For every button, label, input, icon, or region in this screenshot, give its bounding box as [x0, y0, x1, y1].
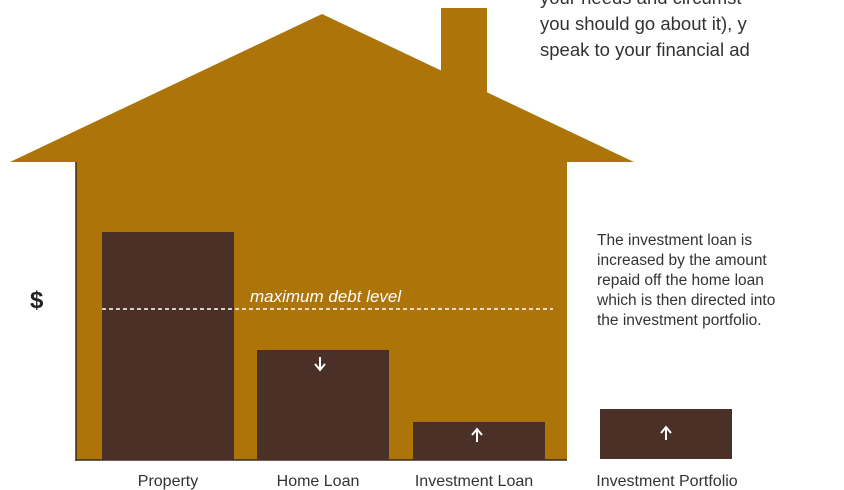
note-text: The investment loan is [597, 232, 752, 249]
bar-label: Property [138, 473, 198, 490]
bar [413, 422, 545, 460]
roof [10, 14, 634, 162]
intro-text: your needs and circumst [540, 0, 742, 8]
note-text: repaid off the home loan [597, 272, 764, 289]
threshold-label: maximum debt level [250, 287, 402, 306]
intro-text: speak to your financial ad [540, 39, 750, 60]
bar [102, 232, 234, 460]
bar-label: Investment Loan [415, 473, 533, 490]
arrows [314, 357, 672, 442]
axis-label: $ [30, 287, 44, 314]
bar-label: Investment Portfolio [596, 473, 738, 490]
note-text: increased by the amount [597, 252, 767, 269]
bar-label: Home Loan [277, 473, 360, 490]
bar [257, 350, 389, 460]
intro-text: you should go about it), y [540, 13, 747, 34]
note-text: which is then directed into [596, 292, 775, 309]
note-text: the investment portfolio. [597, 312, 762, 329]
